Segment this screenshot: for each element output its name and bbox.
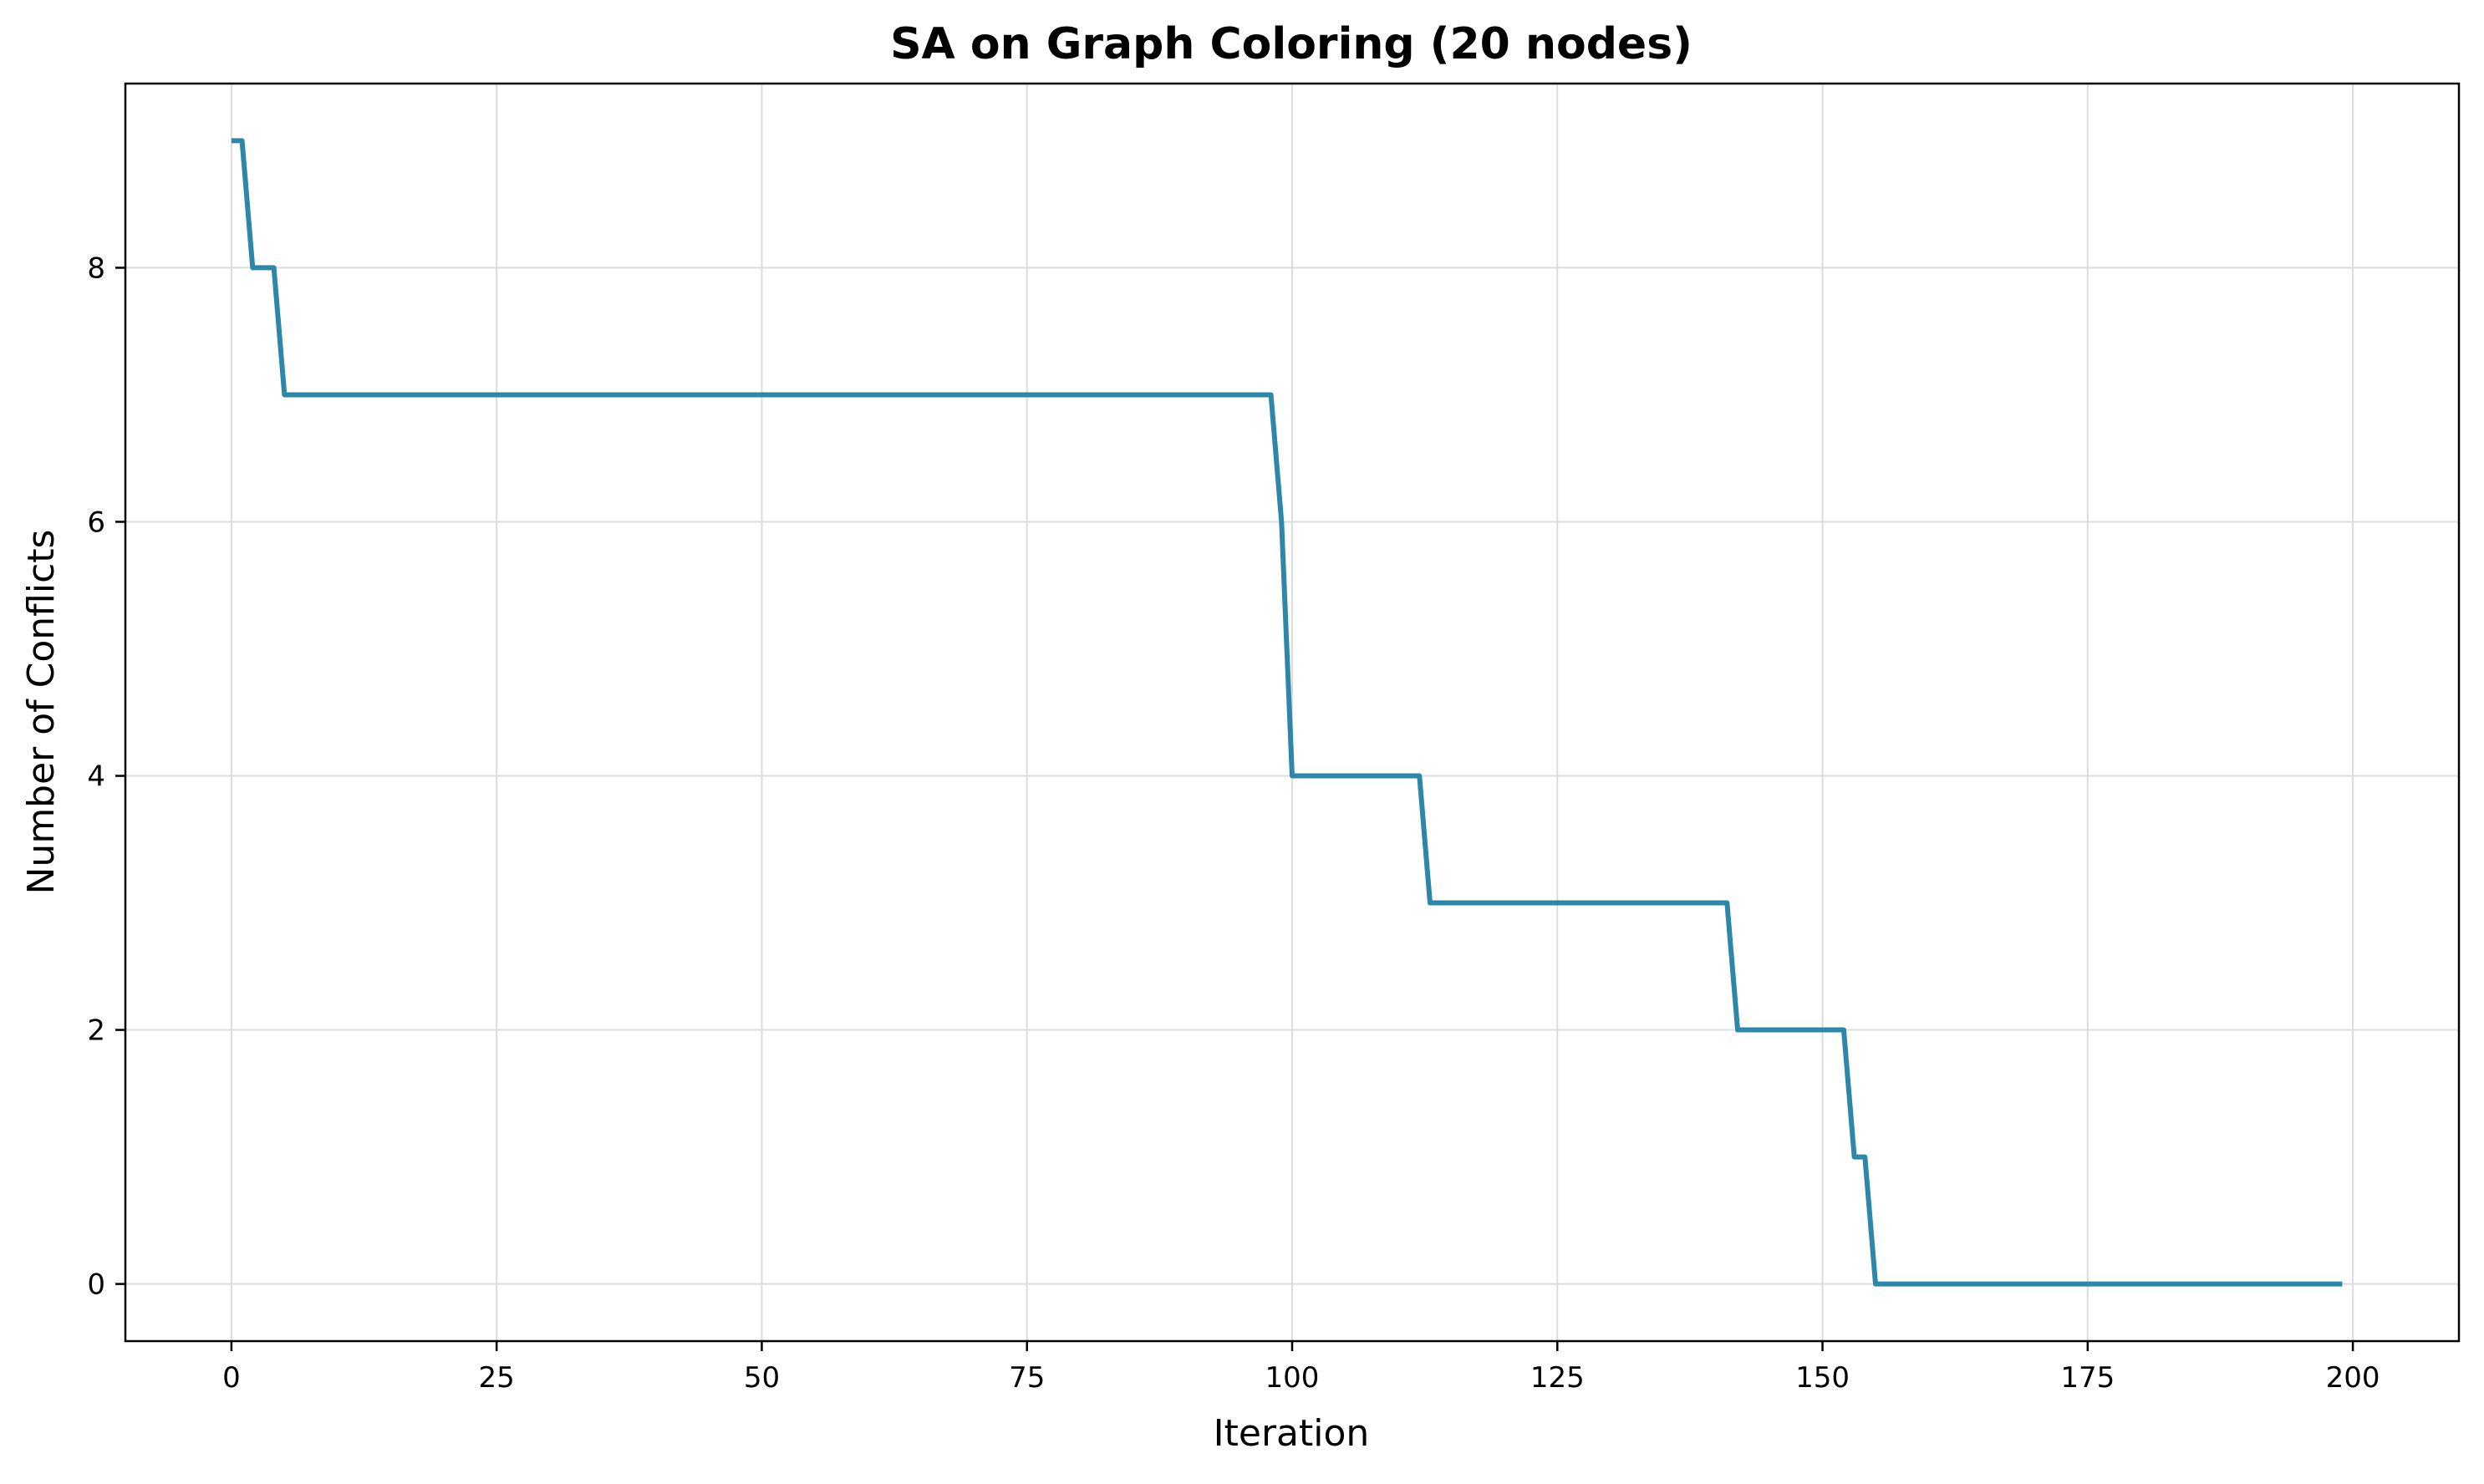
x-axis-label: Iteration [1214, 1412, 1370, 1455]
series-layer [231, 138, 2343, 1287]
chart-title: SA on Graph Coloring (20 nodes) [890, 19, 1692, 69]
y-tick-label: 8 [87, 252, 105, 285]
x-tick-label: 125 [1530, 1361, 1585, 1395]
y-tick-label: 6 [87, 506, 105, 539]
y-tick-label: 2 [87, 1014, 105, 1048]
x-tick-label: 150 [1795, 1361, 1850, 1395]
x-tick-label: 100 [1265, 1361, 1320, 1395]
x-tick-label: 0 [222, 1361, 241, 1395]
x-tick-label: 200 [2326, 1361, 2380, 1395]
series-line [231, 138, 2343, 1287]
y-axis-label: Number of Conflicts [20, 530, 63, 895]
y-tick-label: 4 [87, 760, 105, 794]
x-tick-label: 175 [2060, 1361, 2115, 1395]
x-tick-label: 50 [744, 1361, 780, 1395]
x-tick-label: 25 [479, 1361, 515, 1395]
y-tick-label: 0 [87, 1268, 105, 1302]
x-tick-label: 75 [1009, 1361, 1045, 1395]
axis-ticks: 0 25 50 75 100 125 150 175 200 0 2 4 6 8 [87, 252, 2380, 1395]
